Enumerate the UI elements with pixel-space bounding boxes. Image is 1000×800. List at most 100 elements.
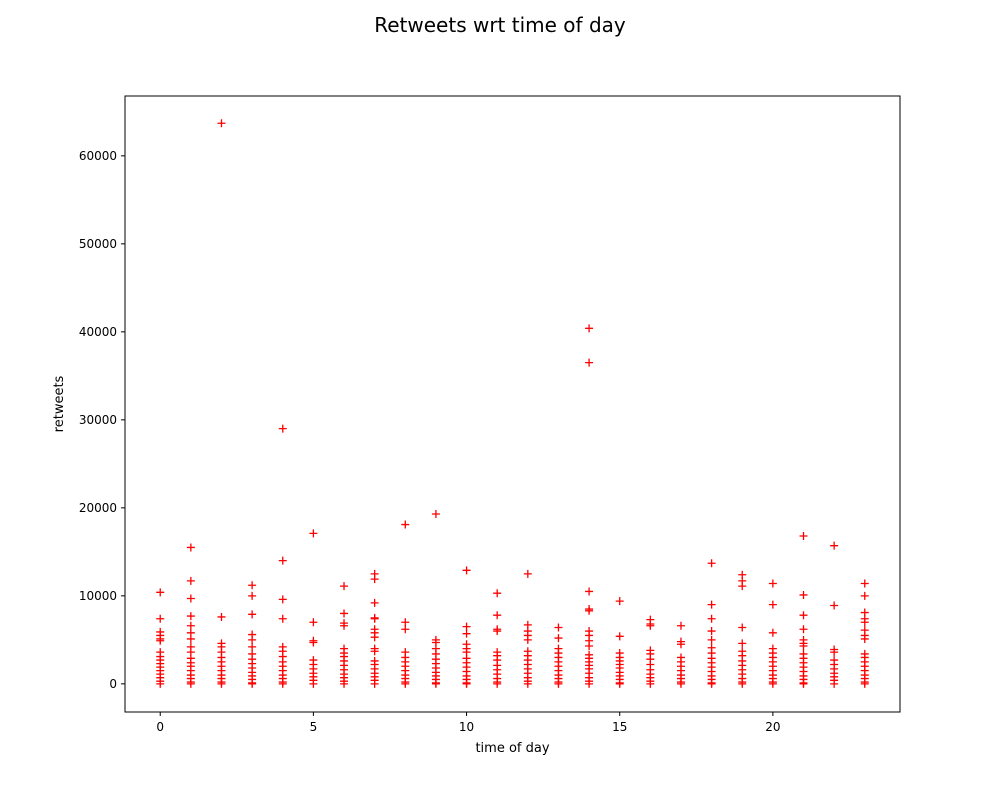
data-points xyxy=(156,119,869,688)
data-point xyxy=(830,679,839,688)
data-point xyxy=(431,679,440,688)
data-point xyxy=(309,529,318,538)
data-point xyxy=(462,679,471,688)
data-point xyxy=(830,541,839,550)
data-point xyxy=(554,623,563,632)
data-point xyxy=(309,638,318,647)
y-tick-label: 10000 xyxy=(79,589,117,603)
data-point xyxy=(707,614,716,623)
data-point xyxy=(370,633,379,642)
data-point xyxy=(186,576,195,585)
data-point xyxy=(860,679,869,688)
data-point xyxy=(370,598,379,607)
data-point xyxy=(615,679,624,688)
data-point xyxy=(738,582,747,591)
y-tick-label: 50000 xyxy=(79,237,117,251)
data-point xyxy=(309,618,318,627)
y-axis-ticks: 0 10000 20000 30000 40000 50000 60000 xyxy=(79,149,125,691)
data-point xyxy=(738,623,747,632)
data-point xyxy=(370,679,379,688)
data-point xyxy=(523,569,532,578)
data-point xyxy=(186,634,195,643)
data-point xyxy=(156,679,165,688)
y-axis-label: retweets xyxy=(52,375,67,432)
data-point xyxy=(493,589,502,598)
data-point xyxy=(340,679,349,688)
data-point xyxy=(585,324,594,333)
chart-title: Retweets wrt time of day xyxy=(374,13,626,37)
x-tick-label: 15 xyxy=(612,720,627,734)
data-point xyxy=(585,587,594,596)
data-point xyxy=(401,520,410,529)
data-point xyxy=(186,594,195,603)
data-point xyxy=(585,606,594,615)
data-point xyxy=(186,612,195,621)
data-point xyxy=(370,647,379,656)
data-point xyxy=(278,556,287,565)
data-point xyxy=(768,600,777,609)
data-point xyxy=(278,595,287,604)
data-point xyxy=(462,622,471,631)
data-point xyxy=(799,679,808,688)
data-point xyxy=(278,424,287,433)
data-point xyxy=(217,612,226,621)
data-point xyxy=(248,591,257,600)
x-tick-label: 20 xyxy=(765,720,780,734)
data-point xyxy=(799,611,808,620)
data-point xyxy=(768,679,777,688)
data-point xyxy=(860,618,869,627)
y-tick-label: 20000 xyxy=(79,501,117,515)
data-point xyxy=(248,635,257,644)
data-point xyxy=(493,679,502,688)
y-tick-label: 30000 xyxy=(79,413,117,427)
data-point xyxy=(707,635,716,644)
data-point xyxy=(370,614,379,623)
data-point xyxy=(799,625,808,634)
data-point xyxy=(554,679,563,688)
data-point xyxy=(676,679,685,688)
data-point xyxy=(186,679,195,688)
y-tick-label: 60000 xyxy=(79,149,117,163)
data-point xyxy=(278,614,287,623)
data-point xyxy=(799,532,808,540)
data-point xyxy=(309,679,318,688)
x-axis-label: time of day xyxy=(475,741,549,756)
data-point xyxy=(707,627,716,636)
data-point xyxy=(278,679,287,688)
data-point xyxy=(738,679,747,688)
data-point xyxy=(768,579,777,588)
data-point xyxy=(860,579,869,588)
data-point xyxy=(340,621,349,630)
data-point xyxy=(156,588,165,597)
data-point xyxy=(523,635,532,644)
data-point xyxy=(646,679,655,688)
data-point xyxy=(217,119,226,128)
data-point xyxy=(493,611,502,620)
data-point xyxy=(431,510,440,518)
data-point xyxy=(707,679,716,688)
data-point xyxy=(646,621,655,630)
data-point xyxy=(676,621,685,630)
data-point xyxy=(248,679,257,688)
data-point xyxy=(676,640,685,649)
data-point xyxy=(370,575,379,584)
data-point xyxy=(248,610,257,619)
data-point xyxy=(340,609,349,618)
data-point xyxy=(493,627,502,636)
data-point xyxy=(830,601,839,610)
data-point xyxy=(248,581,257,590)
data-point xyxy=(707,559,716,568)
data-point xyxy=(860,634,869,643)
data-point xyxy=(156,636,165,645)
data-point xyxy=(860,591,869,600)
x-tick-label: 0 xyxy=(156,720,164,734)
y-tick-label: 40000 xyxy=(79,325,117,339)
data-point xyxy=(217,679,226,688)
data-point xyxy=(585,358,594,367)
x-tick-label: 5 xyxy=(310,720,318,734)
data-point xyxy=(830,648,839,657)
data-point xyxy=(156,614,165,623)
data-point xyxy=(554,634,563,643)
x-axis-ticks: 0 5 10 15 20 xyxy=(156,712,781,734)
